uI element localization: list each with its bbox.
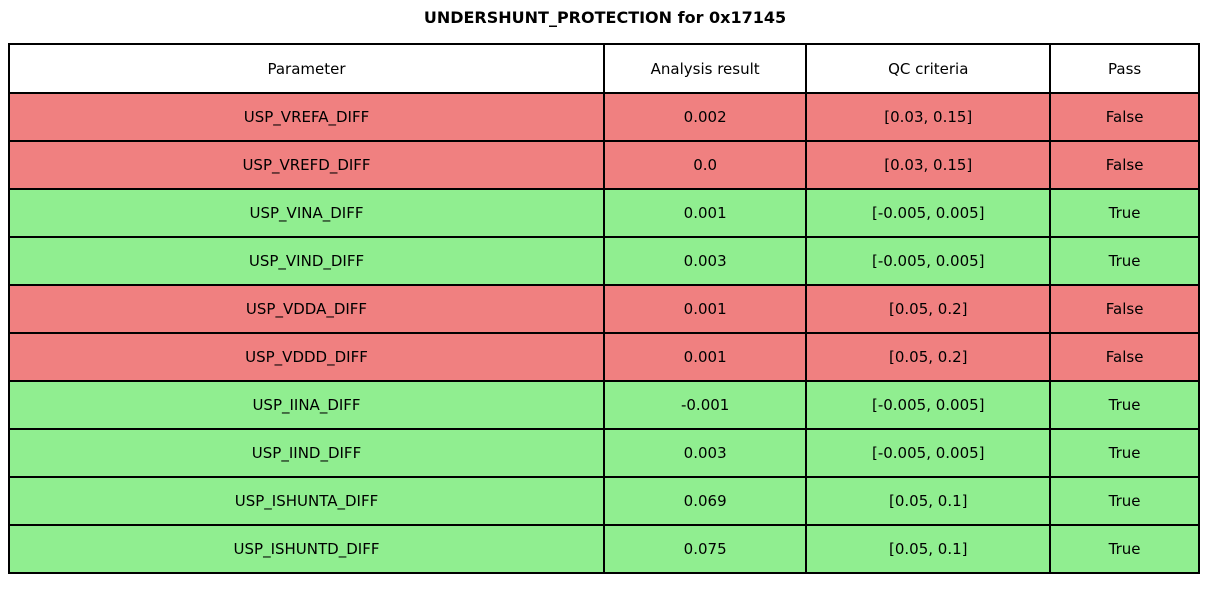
pass-cell: True — [1049, 428, 1200, 478]
table-row: USP_ISHUNTD_DIFF 0.075 [0.05, 0.1] True — [8, 524, 1200, 574]
header-row: Parameter Analysis result QC criteria Pa… — [8, 43, 1200, 94]
analysis-result-cell: 0.0 — [602, 140, 808, 190]
analysis-result-cell: 0.003 — [602, 236, 808, 286]
table-row: USP_IIND_DIFF 0.003 [-0.005, 0.005] True — [8, 428, 1200, 478]
pass-cell: True — [1049, 236, 1200, 286]
table-body: USP_VREFA_DIFF 0.002 [0.03, 0.15] False USP_… — [8, 92, 1200, 574]
page-title: UNDERSHUNT_PROTECTION for 0x17145 — [423, 8, 787, 27]
parameter-cell: USP_ISHUNTA_DIFF — [8, 476, 605, 526]
qc-criteria-cell: [0.05, 0.1] — [805, 476, 1052, 526]
qc-criteria-cell: [0.03, 0.15] — [805, 140, 1052, 190]
column-header-parameter: Parameter — [8, 43, 605, 94]
analysis-result-cell: -0.001 — [602, 380, 808, 430]
pass-cell: True — [1049, 524, 1200, 574]
parameter-cell: USP_IIND_DIFF — [8, 428, 605, 478]
column-header-analysis-result: Analysis result — [602, 43, 808, 94]
qc-criteria-cell: [0.05, 0.2] — [805, 332, 1052, 382]
table-row: USP_ISHUNTA_DIFF 0.069 [0.05, 0.1] True — [8, 476, 1200, 526]
table-row: USP_IINA_DIFF -0.001 [-0.005, 0.005] True — [8, 380, 1200, 430]
table-row: USP_VREFD_DIFF 0.0 [0.03, 0.15] False — [8, 140, 1200, 190]
table-row: USP_VDDD_DIFF 0.001 [0.05, 0.2] False — [8, 332, 1200, 382]
qc-results-table: Parameter Analysis result QC criteria Pa… — [8, 43, 1200, 574]
parameter-cell: USP_VREFD_DIFF — [8, 140, 605, 190]
qc-criteria-cell: [0.05, 0.2] — [805, 284, 1052, 334]
qc-criteria-cell: [-0.005, 0.005] — [805, 380, 1052, 430]
analysis-result-cell: 0.001 — [602, 284, 808, 334]
column-header-pass: Pass — [1049, 43, 1200, 94]
pass-cell: True — [1049, 380, 1200, 430]
table-row: USP_VINA_DIFF 0.001 [-0.005, 0.005] True — [8, 188, 1200, 238]
table-header: Parameter Analysis result QC criteria Pa… — [8, 43, 1200, 94]
analysis-result-cell: 0.069 — [602, 476, 808, 526]
qc-criteria-cell: [-0.005, 0.005] — [805, 236, 1052, 286]
parameter-cell: USP_VDDD_DIFF — [8, 332, 605, 382]
table-row: USP_VIND_DIFF 0.003 [-0.005, 0.005] True — [8, 236, 1200, 286]
pass-cell: False — [1049, 284, 1200, 334]
parameter-cell: USP_VIND_DIFF — [8, 236, 605, 286]
qc-criteria-cell: [0.05, 0.1] — [805, 524, 1052, 574]
analysis-result-cell: 0.002 — [602, 92, 808, 142]
table-row: USP_VREFA_DIFF 0.002 [0.03, 0.15] False — [8, 92, 1200, 142]
pass-cell: True — [1049, 476, 1200, 526]
analysis-result-cell: 0.075 — [602, 524, 808, 574]
parameter-cell: USP_ISHUNTD_DIFF — [8, 524, 605, 574]
pass-cell: True — [1049, 188, 1200, 238]
analysis-result-cell: 0.001 — [602, 188, 808, 238]
analysis-result-cell: 0.003 — [602, 428, 808, 478]
pass-cell: False — [1049, 140, 1200, 190]
table-row: USP_VDDA_DIFF 0.001 [0.05, 0.2] False — [8, 284, 1200, 334]
parameter-cell: USP_VREFA_DIFF — [8, 92, 605, 142]
qc-criteria-cell: [-0.005, 0.005] — [805, 188, 1052, 238]
pass-cell: False — [1049, 332, 1200, 382]
qc-criteria-cell: [0.03, 0.15] — [805, 92, 1052, 142]
analysis-result-cell: 0.001 — [602, 332, 808, 382]
qc-criteria-cell: [-0.005, 0.005] — [805, 428, 1052, 478]
pass-cell: False — [1049, 92, 1200, 142]
parameter-cell: USP_IINA_DIFF — [8, 380, 605, 430]
parameter-cell: USP_VDDA_DIFF — [8, 284, 605, 334]
parameter-cell: USP_VINA_DIFF — [8, 188, 605, 238]
column-header-qc-criteria: QC criteria — [805, 43, 1052, 94]
